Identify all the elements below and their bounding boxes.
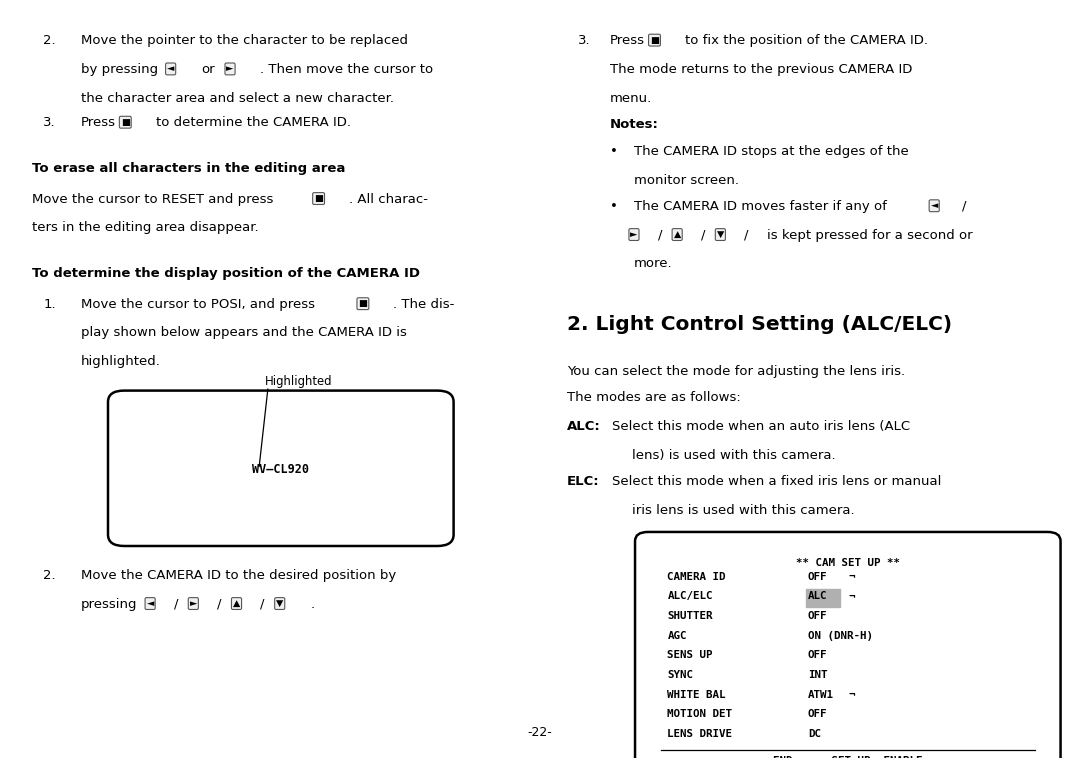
- Text: monitor screen.: monitor screen.: [634, 174, 739, 186]
- Text: /: /: [260, 597, 265, 610]
- Text: menu.: menu.: [610, 92, 652, 105]
- Text: To determine the display position of the CAMERA ID: To determine the display position of the…: [32, 268, 420, 280]
- Text: ►: ►: [190, 599, 197, 608]
- Text: 3.: 3.: [43, 116, 56, 129]
- Text: pressing: pressing: [81, 597, 137, 610]
- Text: WV–CL920: WV–CL920: [253, 462, 309, 475]
- Text: highlighted.: highlighted.: [81, 356, 161, 368]
- Text: ◄: ◄: [931, 202, 937, 210]
- Text: You can select the mode for adjusting the lens iris.: You can select the mode for adjusting th…: [567, 365, 905, 378]
- Text: ALC:: ALC:: [567, 420, 600, 433]
- Text: /: /: [744, 229, 748, 242]
- Text: /: /: [962, 200, 967, 213]
- Text: ■: ■: [314, 194, 323, 203]
- Text: 2.: 2.: [43, 34, 56, 47]
- Text: ¬: ¬: [849, 572, 855, 581]
- Text: DC: DC: [808, 729, 821, 739]
- Text: 2.: 2.: [43, 568, 56, 581]
- Text: The modes are as follows:: The modes are as follows:: [567, 391, 741, 404]
- Bar: [806, 589, 840, 607]
- Text: to fix the position of the CAMERA ID.: to fix the position of the CAMERA ID.: [685, 34, 928, 47]
- Text: OFF: OFF: [808, 572, 827, 581]
- Text: ►: ►: [631, 230, 637, 239]
- Text: OFF: OFF: [808, 709, 827, 719]
- Text: ¬: ¬: [849, 591, 855, 601]
- Text: more.: more.: [634, 258, 673, 271]
- Text: .: .: [311, 597, 315, 610]
- FancyBboxPatch shape: [635, 532, 1061, 758]
- Text: ■: ■: [650, 36, 659, 45]
- Text: lens) is used with this camera.: lens) is used with this camera.: [632, 449, 836, 462]
- Text: SYNC: SYNC: [667, 670, 693, 680]
- Text: ATW1: ATW1: [808, 690, 834, 700]
- Text: ◄: ◄: [147, 599, 153, 608]
- Text: Move the pointer to the character to be replaced: Move the pointer to the character to be …: [81, 34, 408, 47]
- Text: ▲: ▲: [233, 599, 240, 608]
- Text: Notes:: Notes:: [610, 117, 659, 130]
- Text: to determine the CAMERA ID.: to determine the CAMERA ID.: [156, 116, 351, 129]
- Text: /: /: [658, 229, 662, 242]
- Text: 3.: 3.: [578, 34, 591, 47]
- Text: ▲: ▲: [674, 230, 680, 239]
- Text: •: •: [610, 200, 618, 213]
- Text: The CAMERA ID moves faster if any of: The CAMERA ID moves faster if any of: [634, 200, 887, 213]
- Text: AGC: AGC: [667, 631, 687, 641]
- Text: 2. Light Control Setting (ALC/ELC): 2. Light Control Setting (ALC/ELC): [567, 315, 953, 334]
- Text: The CAMERA ID stops at the edges of the: The CAMERA ID stops at the edges of the: [634, 145, 908, 158]
- Text: Press: Press: [610, 34, 645, 47]
- Text: Press: Press: [81, 116, 116, 129]
- Text: END      SET UP  ENABLE: END SET UP ENABLE: [773, 756, 922, 758]
- Text: ELC:: ELC:: [567, 475, 599, 488]
- Text: ◄: ◄: [167, 64, 174, 74]
- Text: . All charac-: . All charac-: [349, 193, 428, 205]
- Text: ▼: ▼: [717, 230, 724, 239]
- Text: SHUTTER: SHUTTER: [667, 611, 713, 621]
- Text: . Then move the cursor to: . Then move the cursor to: [260, 63, 433, 76]
- Text: ▼: ▼: [276, 599, 283, 608]
- Text: the character area and select a new character.: the character area and select a new char…: [81, 92, 394, 105]
- Text: or: or: [201, 63, 215, 76]
- Text: -22-: -22-: [528, 726, 552, 739]
- Text: Select this mode when a fixed iris lens or manual: Select this mode when a fixed iris lens …: [612, 475, 942, 488]
- Text: /: /: [217, 597, 221, 610]
- Text: Move the CAMERA ID to the desired position by: Move the CAMERA ID to the desired positi…: [81, 568, 396, 581]
- Text: The mode returns to the previous CAMERA ID: The mode returns to the previous CAMERA …: [610, 63, 913, 76]
- Text: /: /: [174, 597, 178, 610]
- Text: •: •: [610, 145, 618, 158]
- Text: ►: ►: [227, 64, 233, 74]
- Text: WHITE BAL: WHITE BAL: [667, 690, 726, 700]
- Text: ALC/ELC: ALC/ELC: [667, 591, 713, 601]
- Text: Move the cursor to POSI, and press: Move the cursor to POSI, and press: [81, 298, 315, 311]
- Text: ters in the editing area disappear.: ters in the editing area disappear.: [32, 221, 259, 234]
- Text: ON (DNR-H): ON (DNR-H): [808, 631, 873, 641]
- Text: ■: ■: [359, 299, 367, 309]
- Text: ALC: ALC: [808, 591, 827, 601]
- Text: Highlighted: Highlighted: [265, 375, 333, 388]
- Text: iris lens is used with this camera.: iris lens is used with this camera.: [632, 503, 854, 517]
- Text: by pressing: by pressing: [81, 63, 158, 76]
- Text: OFF: OFF: [808, 611, 827, 621]
- Text: To erase all characters in the editing area: To erase all characters in the editing a…: [32, 162, 346, 175]
- Text: INT: INT: [808, 670, 827, 680]
- Text: . The dis-: . The dis-: [393, 298, 455, 311]
- Text: SENS UP: SENS UP: [667, 650, 713, 660]
- Text: 1.: 1.: [43, 298, 56, 311]
- Text: Move the cursor to RESET and press: Move the cursor to RESET and press: [32, 193, 273, 205]
- Text: ■: ■: [121, 117, 130, 127]
- Text: LENS DRIVE: LENS DRIVE: [667, 729, 732, 739]
- Text: OFF: OFF: [808, 650, 827, 660]
- Text: CAMERA ID: CAMERA ID: [667, 572, 726, 581]
- FancyBboxPatch shape: [108, 390, 454, 546]
- Text: play shown below appears and the CAMERA ID is: play shown below appears and the CAMERA …: [81, 327, 407, 340]
- Text: is kept pressed for a second or: is kept pressed for a second or: [767, 229, 972, 242]
- Text: Select this mode when an auto iris lens (ALC: Select this mode when an auto iris lens …: [612, 420, 910, 433]
- Text: MOTION DET: MOTION DET: [667, 709, 732, 719]
- Text: ¬: ¬: [849, 690, 855, 700]
- Text: /: /: [701, 229, 705, 242]
- Text: ** CAM SET UP **: ** CAM SET UP **: [796, 558, 900, 568]
